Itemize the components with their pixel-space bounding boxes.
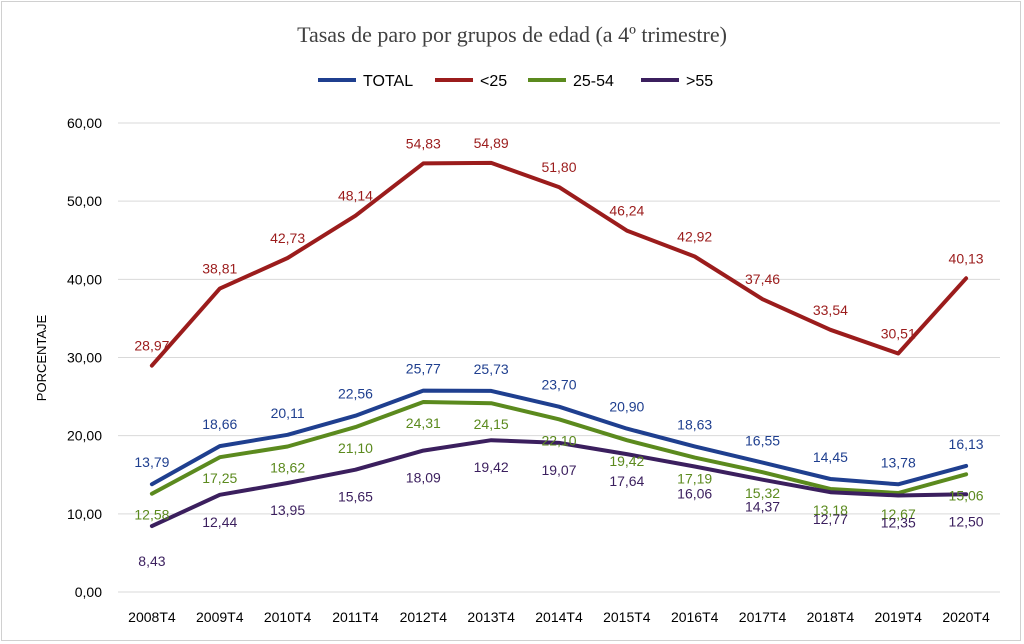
legend-entry: TOTAL — [363, 73, 413, 90]
x-tick-label: 2013T4 — [467, 609, 515, 625]
data-label: 23,70 — [541, 377, 576, 393]
series-line — [149, 388, 969, 487]
data-label: 12,67 — [881, 506, 916, 522]
series-line — [149, 400, 969, 496]
data-label: 12,50 — [949, 513, 984, 529]
data-label: 13,95 — [270, 502, 305, 518]
data-label: 17,64 — [609, 473, 644, 489]
x-tick-label: 2020T4 — [942, 609, 990, 625]
data-label: 12,35 — [881, 514, 916, 530]
data-label: 15,06 — [949, 487, 984, 503]
data-label: 42,92 — [677, 229, 712, 245]
y-tick-label: 30,00 — [67, 350, 102, 366]
data-label: 16,55 — [745, 433, 780, 449]
data-label: 19,42 — [609, 453, 644, 469]
x-axis-ticks: 2008T4 2009T4 2010T4 2011T4 2012T4 2013T4 2014… — [128, 609, 990, 625]
data-label: 18,09 — [406, 470, 441, 486]
y-axis-ticks: 0,00 10,00 20,00 30,00 40,00 50,00 60,00 — [67, 115, 102, 600]
data-label: 21,10 — [338, 440, 373, 456]
data-label: 48,14 — [338, 188, 373, 204]
data-labels: 13,79 18,66 20,11 22,56 25,77 25,73 23,70 20,90… — [134, 135, 983, 569]
series-line — [149, 160, 969, 368]
data-label: 28,97 — [134, 338, 169, 354]
data-label: 24,15 — [474, 416, 509, 432]
legend-entry: 25-54 — [573, 73, 614, 90]
data-label: 12,58 — [134, 507, 169, 523]
data-label: 46,24 — [609, 203, 644, 219]
data-label: 33,54 — [813, 302, 848, 318]
grid-lines — [118, 122, 1000, 593]
data-label: 15,32 — [745, 485, 780, 501]
data-label: 37,46 — [745, 271, 780, 287]
data-label: 20,11 — [271, 405, 305, 421]
data-label: 13,79 — [134, 454, 169, 470]
data-label: 42,73 — [270, 230, 305, 246]
data-label: 13,18 — [813, 502, 848, 518]
legend-entry: <25 — [480, 73, 507, 90]
data-label: 16,13 — [949, 436, 984, 452]
y-tick-label: 40,00 — [67, 271, 102, 287]
x-tick-label: 2011T4 — [332, 609, 379, 625]
data-label: 12,44 — [202, 514, 237, 530]
y-tick-label: 20,00 — [67, 428, 102, 444]
data-label: 15,65 — [338, 489, 373, 505]
data-label: 17,19 — [677, 471, 712, 487]
x-tick-label: 2019T4 — [874, 609, 922, 625]
data-label: 40,13 — [949, 250, 984, 266]
x-tick-label: 2012T4 — [400, 609, 448, 625]
data-label: 54,83 — [406, 135, 441, 151]
data-label: 25,73 — [474, 361, 509, 377]
y-tick-label: 50,00 — [67, 193, 102, 209]
data-label: 16,06 — [677, 485, 712, 501]
data-label: 25,77 — [406, 361, 441, 377]
legend: TOTAL <25 25-54 >55 — [318, 73, 713, 90]
data-label: 18,66 — [202, 416, 237, 432]
data-label: 22,56 — [338, 386, 373, 402]
x-tick-label: 2014T4 — [535, 609, 583, 625]
data-label: 18,62 — [270, 459, 305, 475]
chart-title: Tasas de paro por grupos de edad (a 4º t… — [297, 22, 727, 47]
x-tick-label: 2010T4 — [264, 609, 312, 625]
data-label: 18,63 — [677, 416, 712, 432]
data-label: 24,31 — [406, 415, 441, 431]
data-label: 54,89 — [474, 135, 509, 151]
x-tick-label: 2009T4 — [196, 609, 244, 625]
x-tick-label: 2018T4 — [807, 609, 855, 625]
data-label: 12,77 — [813, 511, 848, 527]
data-label: 8,43 — [138, 553, 165, 569]
y-tick-label: 60,00 — [67, 115, 102, 131]
x-tick-label: 2016T4 — [671, 609, 719, 625]
data-label: 20,90 — [609, 399, 644, 415]
series-line — [149, 438, 969, 529]
data-label: 19,07 — [541, 462, 576, 478]
x-tick-label: 2017T4 — [739, 609, 787, 625]
x-tick-label: 2008T4 — [128, 609, 176, 625]
data-label: 22,10 — [541, 432, 576, 448]
y-axis-label: PORCENTAJE — [34, 314, 49, 401]
y-tick-label: 0,00 — [75, 584, 102, 600]
data-label: 19,42 — [474, 459, 509, 475]
data-label: 14,37 — [745, 499, 780, 515]
data-label: 51,80 — [541, 159, 576, 175]
data-label: 17,25 — [202, 470, 237, 486]
legend-entry: >55 — [686, 73, 713, 90]
x-tick-label: 2015T4 — [603, 609, 651, 625]
y-tick-label: 10,00 — [67, 506, 102, 522]
series-lines — [149, 160, 969, 529]
data-label: 13,78 — [881, 454, 916, 470]
data-label: 30,51 — [881, 326, 916, 342]
data-label: 14,45 — [813, 449, 848, 465]
data-label: 38,81 — [202, 261, 237, 277]
